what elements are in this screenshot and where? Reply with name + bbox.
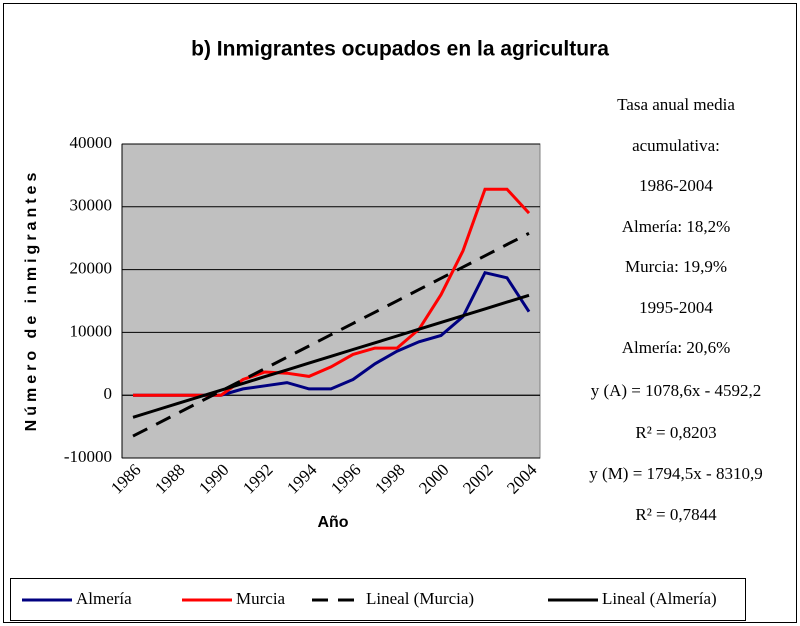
annotation: R² = 0,8203 — [635, 423, 716, 442]
annotation: y (A) = 1078,6x - 4592,2 — [591, 381, 762, 400]
annotation: Almería: 20,6% — [622, 338, 731, 357]
annotation: acumulativa: — [632, 136, 720, 155]
y-tick-label: 40000 — [70, 133, 113, 152]
y-tick-label: 10000 — [70, 321, 113, 340]
annotation: Tasa anual media — [617, 95, 735, 114]
legend-label: Murcia — [236, 589, 286, 608]
annotation: Murcia: 19,9% — [625, 257, 727, 276]
legend-label: Lineal (Murcia) — [366, 589, 474, 608]
series-line — [132, 293, 530, 419]
y-tick-label: 20000 — [70, 259, 113, 278]
chart-title: b) Inmigrantes ocupados en la agricultur… — [191, 38, 609, 61]
annotation: y (M) = 1794,5x - 8310,9 — [589, 464, 762, 483]
legend-label: Almería — [76, 589, 132, 608]
x-axis-label: Año — [317, 514, 348, 531]
legend-label: Lineal (Almería) — [602, 589, 717, 608]
y-tick-label: 30000 — [70, 196, 113, 215]
y-tick-label: 0 — [104, 384, 113, 403]
annotation: 1995-2004 — [639, 298, 713, 317]
y-axis-label: Número de inmigrantes — [23, 169, 40, 432]
series-line — [133, 187, 531, 397]
annotation: 1986-2004 — [639, 176, 713, 195]
annotation: Almería: 18,2% — [622, 217, 731, 236]
y-tick-label: -10000 — [64, 447, 112, 466]
legend-box — [10, 578, 746, 621]
annotation: R² = 0,7844 — [635, 505, 717, 524]
series-line — [132, 231, 530, 438]
